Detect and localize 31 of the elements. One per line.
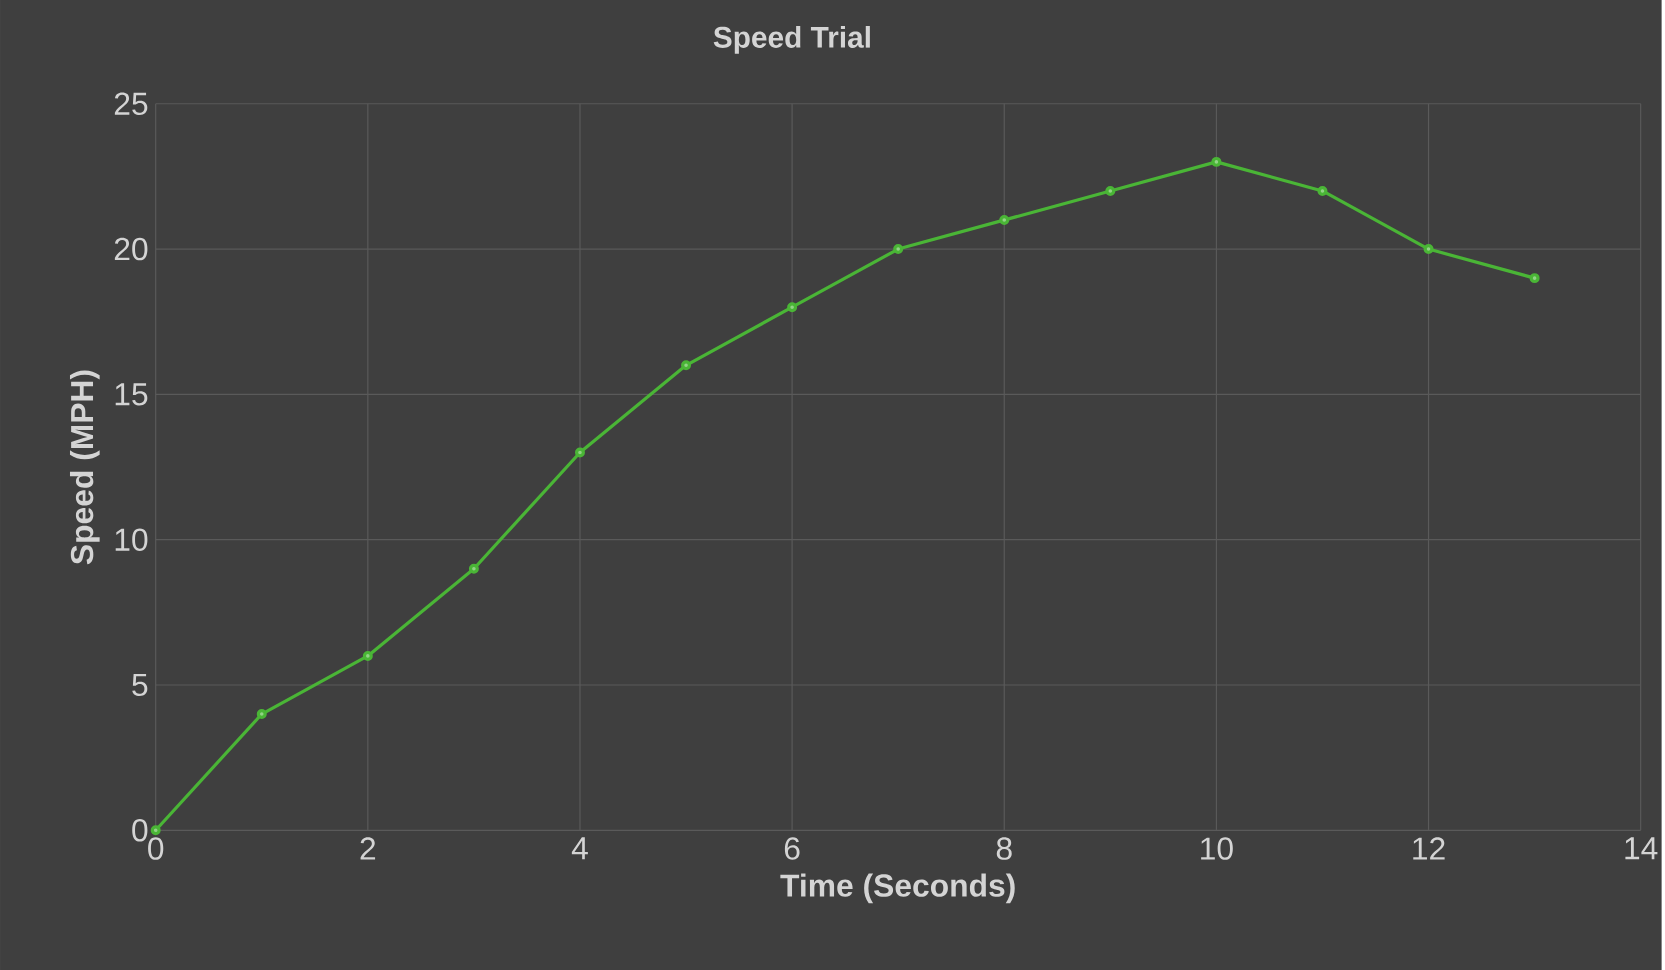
x-tick-label: 10: [1201, 837, 1233, 860]
point: [999, 215, 1010, 225]
x-tick-label: 6: [784, 837, 800, 860]
x-tick-label: 0: [148, 837, 164, 860]
point: [362, 650, 373, 661]
point: [1211, 156, 1222, 167]
y-axis-title: Speed (MPH): [69, 370, 100, 565]
chart-title: Speed Trial: [713, 26, 870, 54]
point: [1423, 244, 1434, 255]
point: [256, 709, 267, 720]
y-tick-label: 5: [132, 673, 148, 697]
y-tick-label: 15: [115, 383, 148, 406]
x-tick-label: 2: [360, 837, 376, 860]
x-tick-label: 4: [571, 837, 588, 860]
point: [1105, 185, 1116, 196]
point: [1317, 185, 1328, 196]
x-tick-label: 14: [1625, 837, 1658, 860]
point: [893, 244, 904, 255]
x-tick-label: 8: [996, 837, 1012, 860]
x-axis-title: Time (Seconds): [780, 873, 1015, 904]
point: [681, 360, 692, 371]
point: [787, 302, 798, 313]
y-tick-label: 25: [114, 92, 148, 116]
point: [1529, 273, 1540, 284]
point: [150, 825, 161, 836]
point: [468, 563, 479, 574]
y-tick-label: 0: [132, 819, 148, 842]
x-tick-label: 12: [1413, 837, 1445, 860]
y-tick-label: 20: [114, 237, 148, 261]
y-tick-label: 10: [115, 528, 148, 551]
point: [574, 447, 585, 458]
